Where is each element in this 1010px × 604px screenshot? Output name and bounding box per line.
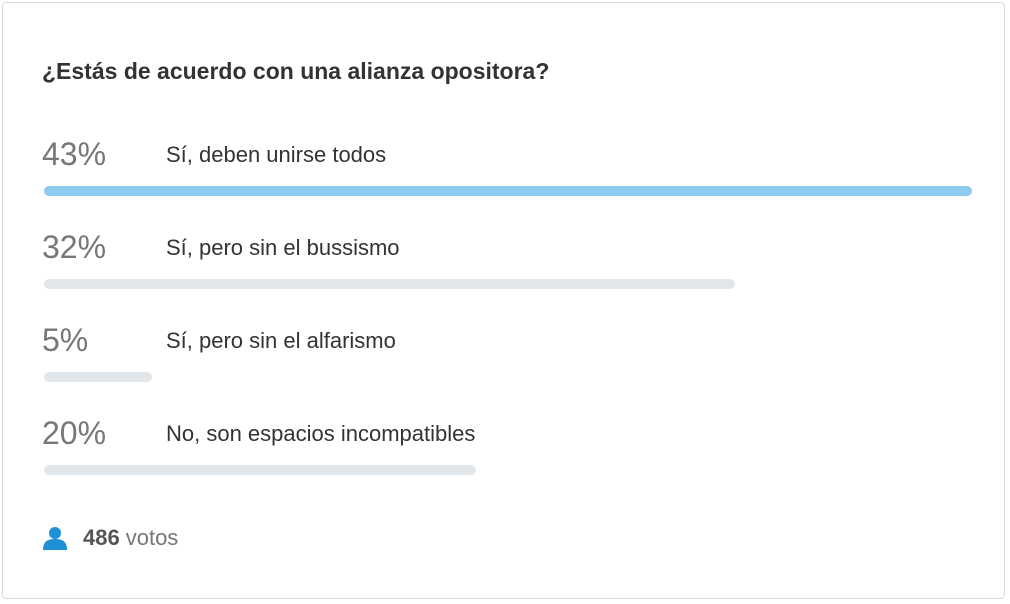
bar-track — [44, 186, 972, 196]
option-bar — [44, 465, 476, 475]
user-icon — [43, 527, 67, 550]
vote-count: 486 votos — [42, 525, 178, 551]
option-bar — [44, 279, 735, 289]
poll-option: 20% No, son espacios incompatibles — [42, 415, 972, 495]
bar-track — [44, 279, 972, 289]
vote-number: 486 — [83, 525, 120, 550]
option-label: Sí, pero sin el alfarismo — [166, 328, 396, 353]
option-label: Sí, deben unirse todos — [166, 142, 387, 167]
poll-option: 5% Sí, pero sin el alfarismo — [42, 322, 972, 402]
poll-title: ¿Estás de acuerdo con una alianza oposit… — [42, 58, 550, 84]
option-label: Sí, pero sin el bussismo — [166, 235, 400, 260]
option-percent: 5% — [42, 322, 89, 358]
poll-option: 32% Sí, pero sin el bussismo — [42, 229, 972, 309]
bar-track — [44, 372, 972, 382]
option-percent: 43% — [42, 136, 107, 172]
option-bar — [44, 372, 152, 382]
option-percent: 32% — [42, 229, 107, 265]
bar-track — [44, 465, 972, 475]
option-percent: 20% — [42, 415, 107, 451]
poll-option: 43% Sí, deben unirse todos — [42, 136, 972, 216]
option-label: No, son espacios incompatibles — [166, 421, 476, 446]
option-bar — [44, 186, 972, 196]
vote-label: votos — [125, 525, 179, 550]
